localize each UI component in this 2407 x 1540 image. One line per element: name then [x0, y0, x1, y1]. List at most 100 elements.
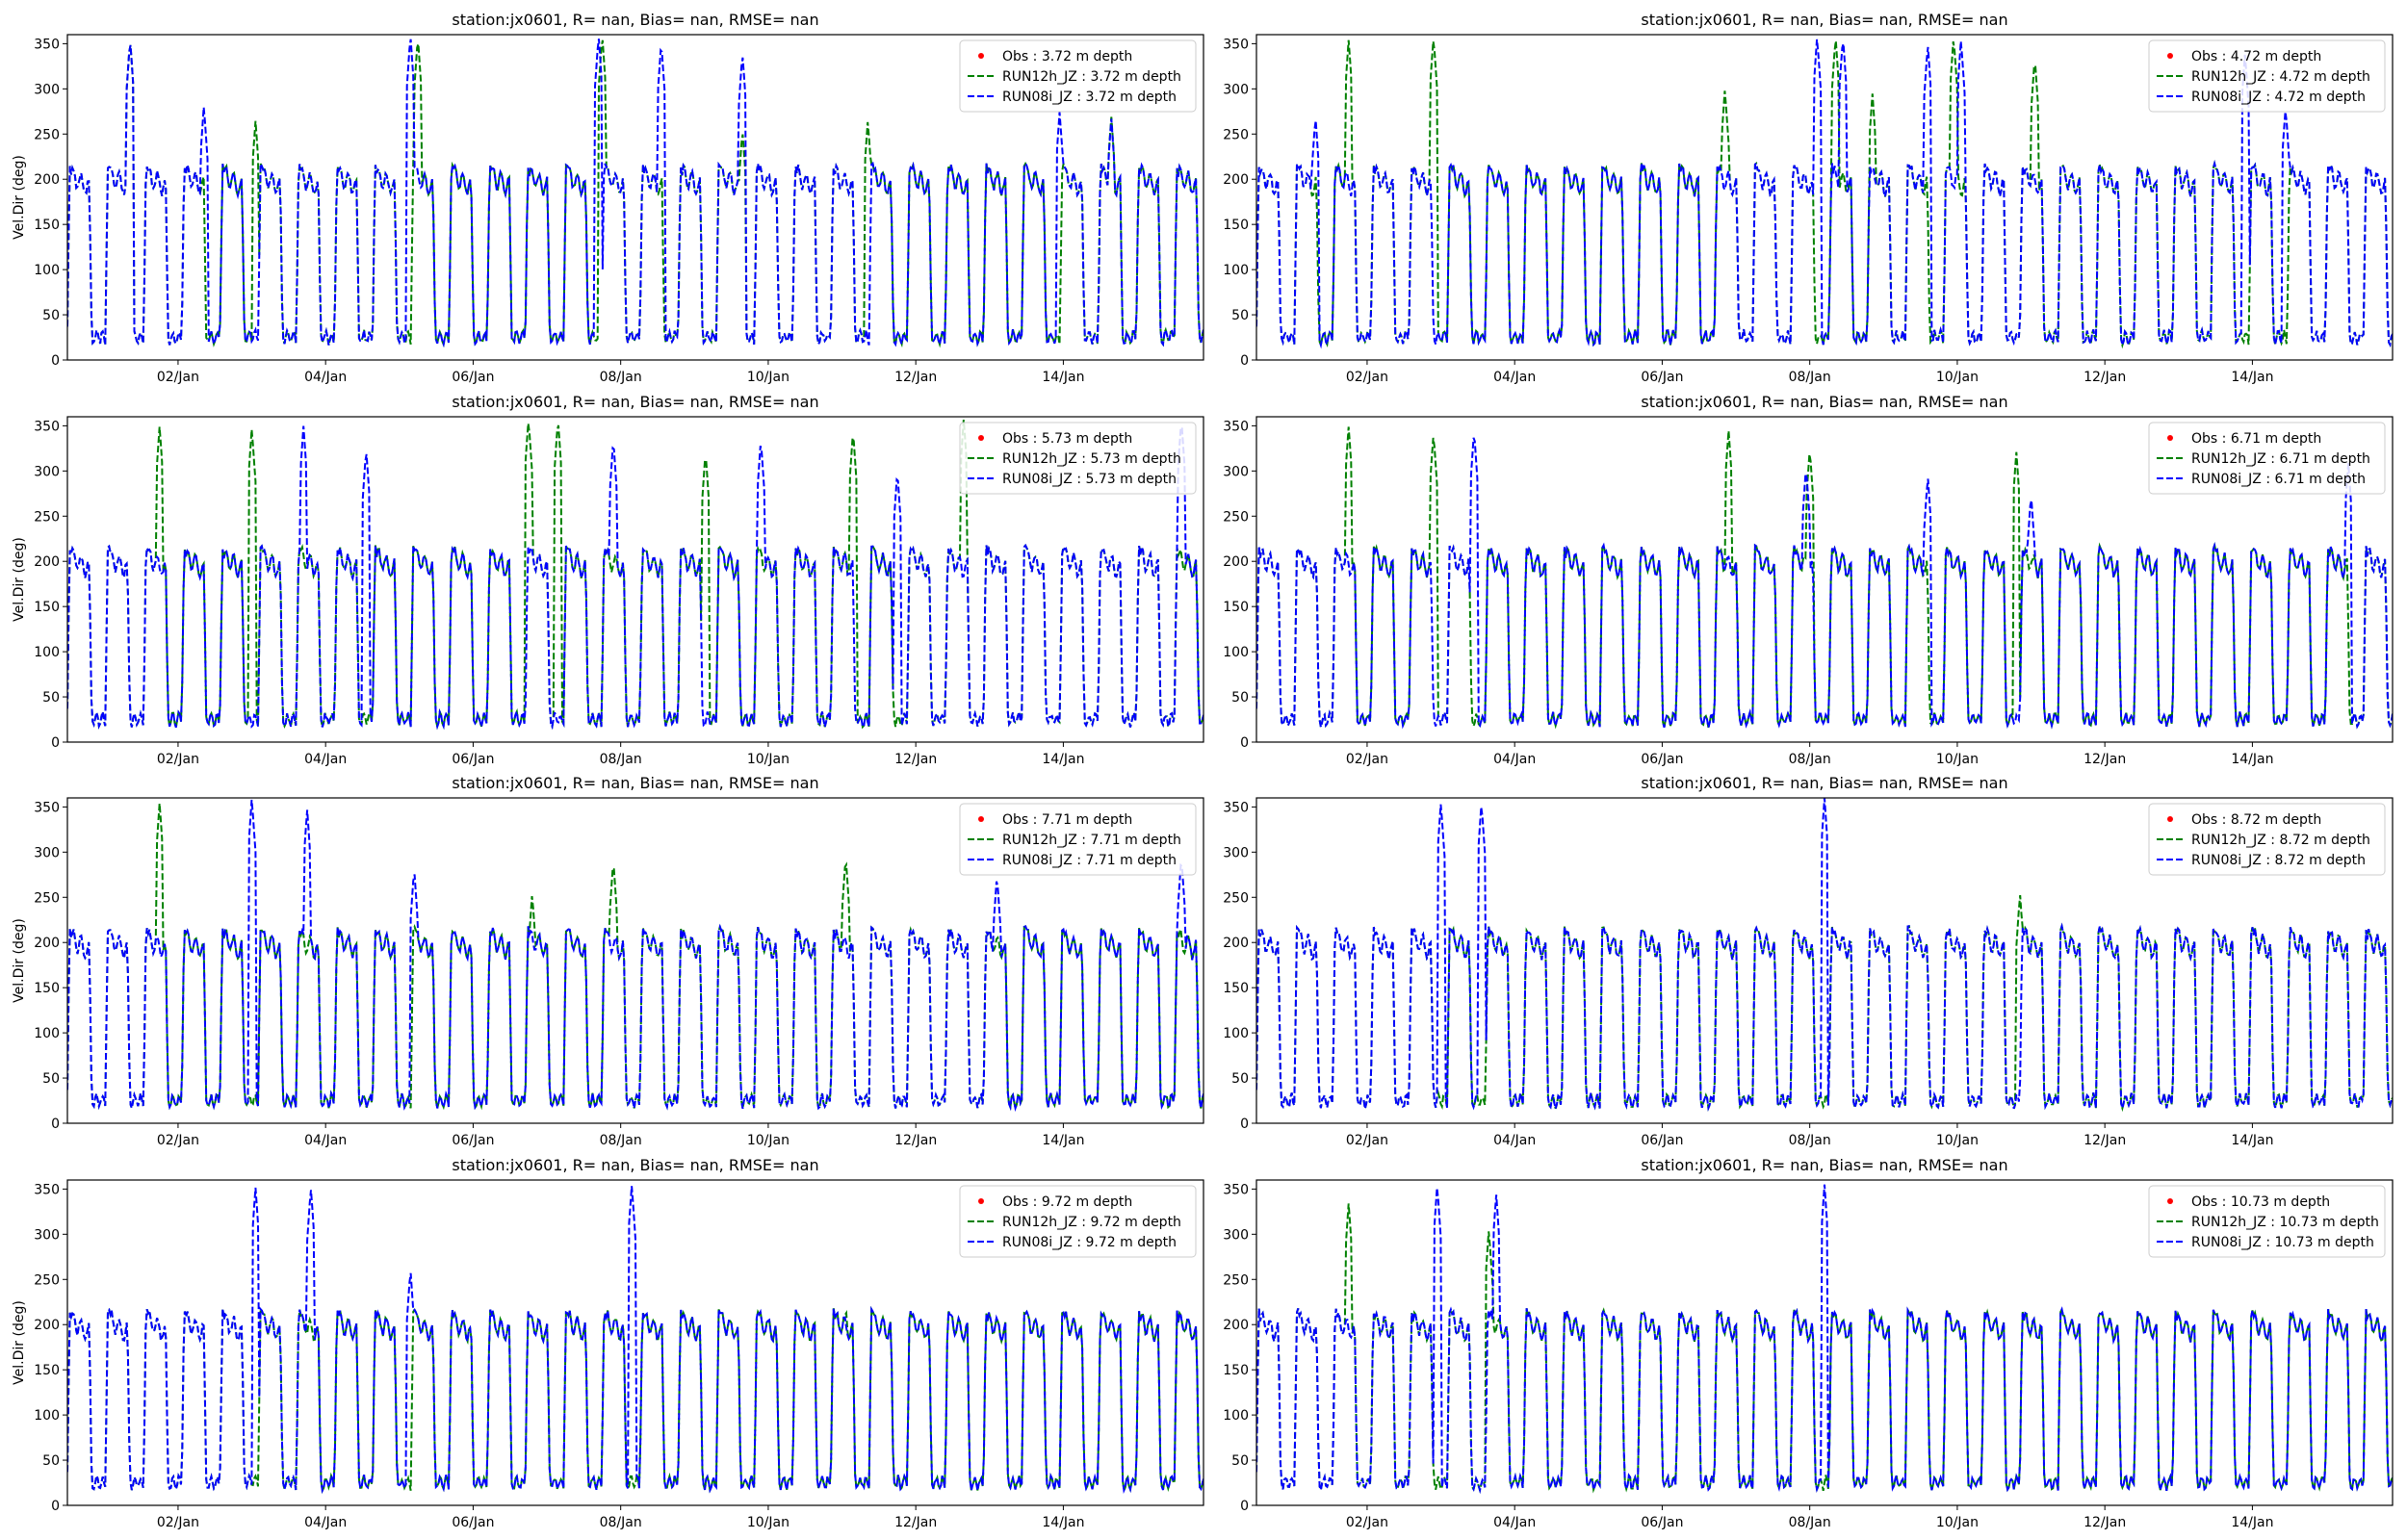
y-tick-label: 300: [34, 464, 60, 479]
chart-title: station:jx0601, R= nan, Bias= nan, RMSE=…: [452, 393, 818, 411]
x-tick-label: 06/Jan: [452, 1515, 494, 1530]
legend-obs-marker: [2167, 53, 2173, 59]
chart-panel-6: station:jx0601, R= nan, Bias= nan, RMSE=…: [1223, 774, 2394, 1148]
series-run08i-line: [67, 424, 1204, 731]
legend-entry: Obs : 7.71 m depth: [1002, 812, 1132, 828]
x-tick-label: 10/Jan: [747, 1133, 789, 1148]
legend-obs-marker: [978, 816, 984, 822]
x-tick-label: 02/Jan: [157, 370, 199, 385]
x-tick-label: 04/Jan: [304, 1133, 347, 1148]
x-tick-label: 12/Jan: [894, 1133, 937, 1148]
y-tick-label: 50: [1231, 308, 1249, 323]
legend-entry: RUN12h_JZ : 3.72 m depth: [1002, 69, 1181, 85]
y-tick-label: 100: [34, 1408, 60, 1424]
y-tick-label: 300: [1223, 82, 1249, 97]
y-tick-label: 300: [1223, 464, 1249, 479]
legend-entry: RUN08i_JZ : 7.71 m depth: [1002, 853, 1177, 868]
chart-title: station:jx0601, R= nan, Bias= nan, RMSE=…: [1641, 11, 2007, 29]
chart-title: station:jx0601, R= nan, Bias= nan, RMSE=…: [452, 11, 818, 29]
chart-title: station:jx0601, R= nan, Bias= nan, RMSE=…: [452, 1156, 818, 1174]
y-tick-label: 250: [34, 509, 60, 525]
y-tick-label: 50: [1231, 1071, 1249, 1087]
x-tick-label: 06/Jan: [452, 1133, 494, 1148]
x-tick-label: 08/Jan: [1789, 752, 1831, 767]
x-tick-label: 12/Jan: [2083, 752, 2126, 767]
plot-frame: [66, 416, 1204, 743]
y-tick-label: 0: [51, 1116, 60, 1132]
legend-entry: RUN12h_JZ : 8.72 m depth: [2191, 833, 2370, 848]
legend-entry: RUN12h_JZ : 9.72 m depth: [1002, 1215, 1181, 1230]
legend-box: [959, 39, 1197, 113]
series-run12h-line: [67, 803, 1204, 1113]
chart-panel-7: station:jx0601, R= nan, Bias= nan, RMSE=…: [12, 1156, 1204, 1530]
y-tick-label: 100: [34, 263, 60, 278]
series-run12h-line: [1256, 895, 2393, 1113]
x-tick-label: 06/Jan: [452, 752, 494, 767]
legend-box: [959, 1185, 1197, 1258]
y-tick-label: 0: [51, 735, 60, 751]
y-tick-label: 300: [1223, 845, 1249, 860]
x-tick-label: 14/Jan: [1042, 370, 1084, 385]
legend: Obs : 10.73 m depth RUN12h_JZ : 10.73 m d…: [2148, 1185, 2386, 1258]
y-tick-label: 50: [42, 308, 60, 323]
x-tick-label: 14/Jan: [2231, 1515, 2273, 1530]
y-tick-label: 200: [34, 554, 60, 570]
legend-entry: RUN12h_JZ : 6.71 m depth: [2191, 451, 2370, 467]
y-tick-label: 150: [1223, 218, 1249, 233]
x-tick-label: 10/Jan: [1936, 1133, 1979, 1148]
y-tick-label: 150: [1223, 1363, 1249, 1378]
y-tick-label: 100: [34, 645, 60, 660]
plot-frame: [1255, 1179, 2394, 1506]
y-tick-label: 150: [34, 981, 60, 996]
x-tick-label: 10/Jan: [747, 1515, 789, 1530]
x-tick-label: 06/Jan: [1641, 370, 1683, 385]
legend-obs-marker: [2167, 1198, 2173, 1204]
y-tick-label: 0: [51, 1499, 60, 1514]
y-tick-label: 50: [42, 1071, 60, 1087]
y-tick-label: 150: [34, 218, 60, 233]
x-tick-label: 04/Jan: [1493, 1515, 1536, 1530]
x-tick-label: 04/Jan: [304, 370, 347, 385]
series-run08i-line: [67, 799, 1204, 1113]
y-tick-label: 300: [34, 1227, 60, 1243]
series-run08i-line: [1256, 1184, 2393, 1495]
y-tick-label: 350: [34, 1182, 60, 1197]
legend-entry: RUN08i_JZ : 9.72 m depth: [1002, 1235, 1177, 1250]
legend-entry: RUN08i_JZ : 8.72 m depth: [2191, 853, 2366, 868]
x-tick-label: 02/Jan: [157, 1515, 199, 1530]
y-tick-label: 350: [1223, 419, 1249, 434]
x-tick-label: 02/Jan: [1346, 752, 1388, 767]
x-tick-label: 14/Jan: [2231, 370, 2273, 385]
y-tick-label: 0: [1240, 1499, 1249, 1514]
x-tick-label: 04/Jan: [1493, 1133, 1536, 1148]
x-tick-label: 14/Jan: [1042, 1515, 1084, 1530]
y-tick-label: 250: [34, 1272, 60, 1288]
x-tick-label: 10/Jan: [747, 370, 789, 385]
x-tick-label: 12/Jan: [2083, 1515, 2126, 1530]
series-run08i-line: [67, 1186, 1204, 1495]
y-tick-label: 200: [1223, 936, 1249, 951]
legend-box: [2148, 39, 2386, 113]
x-tick-label: 08/Jan: [600, 1515, 642, 1530]
y-tick-label: 350: [1223, 1182, 1249, 1197]
x-tick-label: 06/Jan: [452, 370, 494, 385]
legend-box: [959, 803, 1197, 876]
plot-frame: [66, 1179, 1204, 1506]
y-tick-label: 100: [1223, 1026, 1249, 1041]
x-tick-label: 08/Jan: [600, 370, 642, 385]
legend-entry: RUN08i_JZ : 10.73 m depth: [2191, 1235, 2374, 1250]
y-tick-label: 200: [1223, 1318, 1249, 1333]
legend-box: [959, 422, 1197, 495]
y-tick-label: 350: [1223, 37, 1249, 52]
y-axis-label: Vel.Dir (deg): [12, 1300, 27, 1385]
legend-entry: RUN08i_JZ : 4.72 m depth: [2191, 90, 2366, 105]
y-tick-label: 250: [34, 127, 60, 142]
x-tick-label: 14/Jan: [2231, 752, 2273, 767]
x-tick-label: 10/Jan: [747, 752, 789, 767]
series-run08i-line: [67, 38, 1204, 348]
y-axis-label: Vel.Dir (deg): [12, 918, 27, 1003]
y-tick-label: 350: [34, 800, 60, 815]
series-run12h-line: [67, 1305, 1204, 1495]
plot-frame: [66, 797, 1204, 1124]
y-tick-label: 100: [1223, 1408, 1249, 1424]
